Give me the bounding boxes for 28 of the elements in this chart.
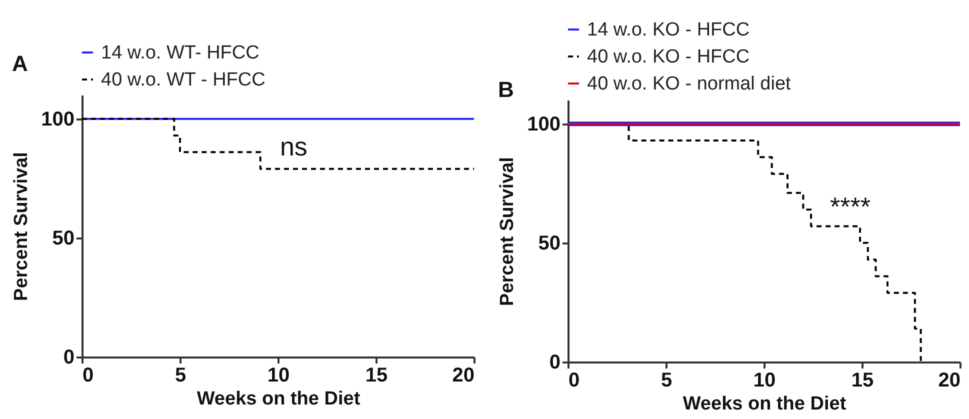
annotation: ns xyxy=(280,131,308,162)
legend-label: 40 w.o. WT - HFCC xyxy=(101,70,266,90)
x-axis-title: Weeks on the Diet xyxy=(682,394,847,414)
legend-label: 40 w.o. KO - normal diet xyxy=(587,74,792,94)
y-tick-label: 50 xyxy=(538,232,560,254)
x-axis-title: Weeks on the Diet xyxy=(196,388,361,410)
x-tick-label: 20 xyxy=(938,370,960,392)
x-tick-label: 0 xyxy=(568,370,580,392)
x-tick-label: 5 xyxy=(660,370,672,392)
y-tick-label: 100 xyxy=(527,113,560,136)
x-tick-label: 15 xyxy=(365,364,388,386)
x-tick-label: 0 xyxy=(82,364,94,386)
x-tick-label: 20 xyxy=(452,364,474,386)
chart-title: B xyxy=(498,77,514,102)
y-tick-label: 50 xyxy=(52,227,74,250)
legend-label: 14 w.o. WT- HFCC xyxy=(101,42,260,64)
y-tick-label: 100 xyxy=(41,108,74,130)
annotation: **** xyxy=(830,191,870,222)
x-tick-label: 10 xyxy=(267,364,290,386)
legend-label: 40 w.o. KO - HFCC xyxy=(587,46,750,68)
x-tick-label: 10 xyxy=(753,370,776,392)
legend-label: 14 w.o. KO - HFCC xyxy=(587,20,750,40)
x-tick-label: 15 xyxy=(851,370,874,392)
y-axis-title: Percent Survival xyxy=(497,157,518,306)
chart-title: A xyxy=(12,51,28,76)
y-axis-title: Percent Survival xyxy=(11,152,32,301)
y-tick-label: 0 xyxy=(63,346,74,368)
x-tick-label: 5 xyxy=(174,364,186,386)
